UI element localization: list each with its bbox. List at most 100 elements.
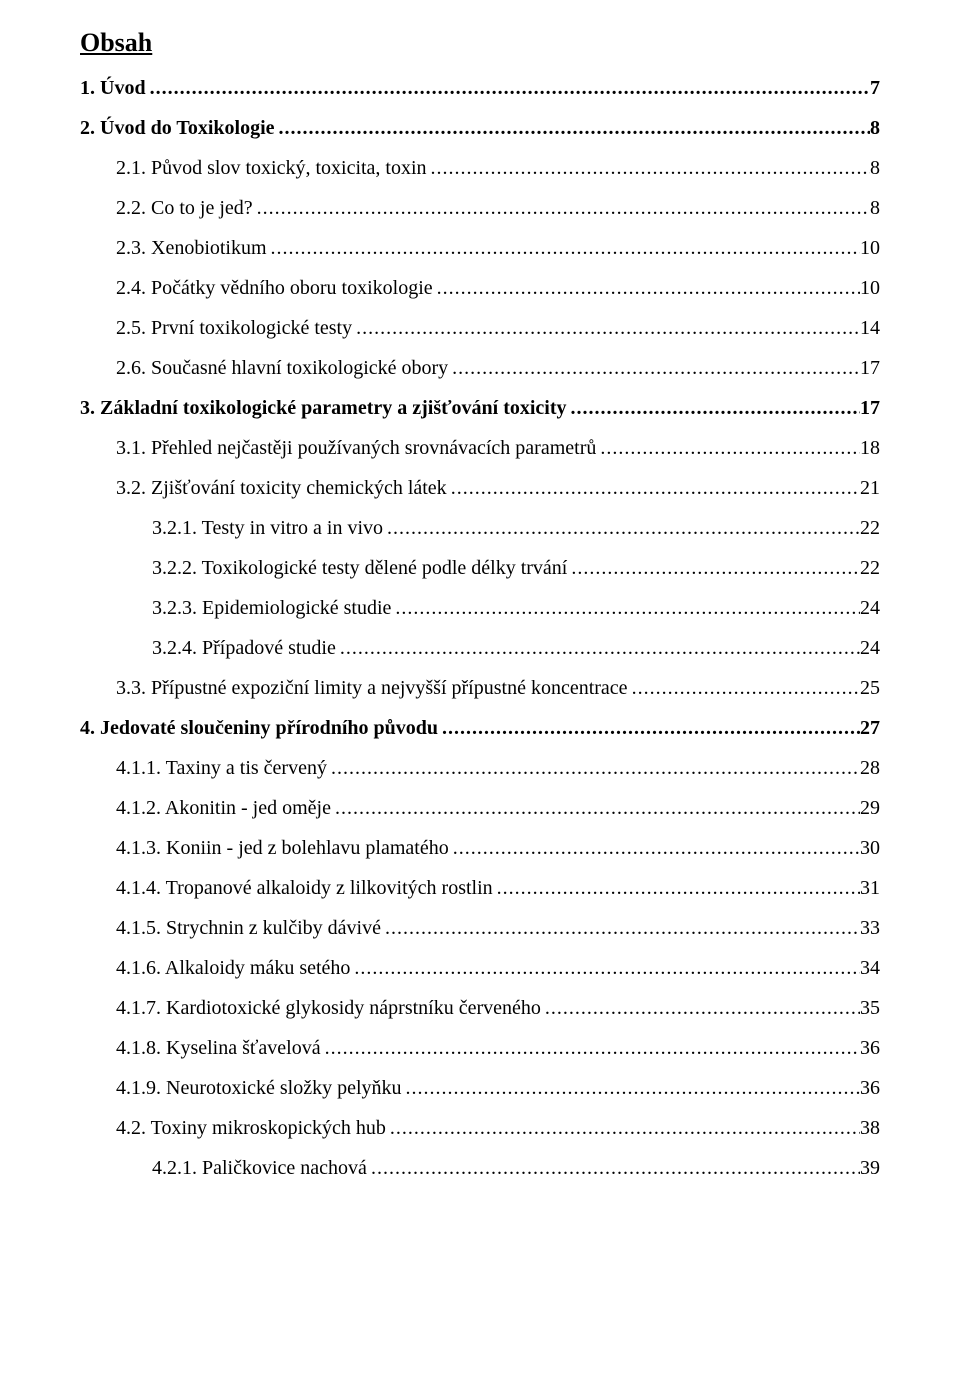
toc-entry-page: 38	[860, 1118, 880, 1138]
toc-entry-page: 21	[860, 478, 880, 498]
toc-entry: 4.2. Toxiny mikroskopických hub 38	[80, 1118, 880, 1138]
toc-entry-page: 29	[860, 798, 880, 818]
toc-entry-page: 39	[860, 1158, 880, 1178]
toc-entry-label: 1. Úvod	[80, 78, 146, 98]
toc-entry: 4.1.5. Strychnin z kulčiby dávivé 33	[80, 918, 880, 938]
toc-entry: 3.2. Zjišťování toxicity chemických láte…	[80, 478, 880, 498]
toc-entry-page: 24	[860, 638, 880, 658]
toc-entry-page: 8	[870, 158, 880, 178]
toc-entry: 4.1.2. Akonitin - jed oměje 29	[80, 798, 880, 818]
toc-entry-label: 4.1.5. Strychnin z kulčiby dávivé	[116, 918, 381, 938]
toc-leader-dots	[567, 398, 860, 418]
toc-leader-dots	[438, 718, 860, 738]
toc-leader-dots	[253, 198, 870, 218]
toc-leader-dots	[628, 678, 860, 698]
toc-entry: 2.1. Původ slov toxický, toxicita, toxin…	[80, 158, 880, 178]
toc-entry-label: 4.1.4. Tropanové alkaloidy z lilkovitých…	[116, 878, 493, 898]
toc-entry: 2.4. Počátky vědního oboru toxikologie 1…	[80, 278, 880, 298]
toc-entry-label: 4.1.3. Koniin - jed z bolehlavu plamatéh…	[116, 838, 449, 858]
toc-leader-dots	[391, 598, 860, 618]
toc-entry-page: 7	[870, 78, 880, 98]
toc-entry-label: 3.1. Přehled nejčastěji používaných srov…	[116, 438, 596, 458]
toc-leader-dots	[493, 878, 860, 898]
toc-entry: 4.1.9. Neurotoxické složky pelyňku 36	[80, 1078, 880, 1098]
toc-entry: 3. Základní toxikologické parametry a zj…	[80, 398, 880, 418]
toc-entry-label: 4.2.1. Paličkovice nachová	[152, 1158, 367, 1178]
toc-leader-dots	[275, 118, 870, 138]
page-title: Obsah	[80, 28, 880, 58]
toc-entry-page: 22	[860, 558, 880, 578]
toc-entry-label: 4.1.2. Akonitin - jed oměje	[116, 798, 331, 818]
toc-entry: 3.1. Přehled nejčastěji používaných srov…	[80, 438, 880, 458]
toc-leader-dots	[383, 518, 860, 538]
toc-leader-dots	[146, 78, 870, 98]
toc-entry-label: 3.2.3. Epidemiologické studie	[152, 598, 391, 618]
toc-entry-label: 3.2. Zjišťování toxicity chemických láte…	[116, 478, 447, 498]
toc-leader-dots	[567, 558, 860, 578]
toc-entry-label: 2.5. První toxikologické testy	[116, 318, 352, 338]
toc-entry-page: 33	[860, 918, 880, 938]
toc-leader-dots	[267, 238, 860, 258]
toc-entry-label: 2.6. Současné hlavní toxikologické obory	[116, 358, 448, 378]
toc-entry: 3.2.3. Epidemiologické studie 24	[80, 598, 880, 618]
toc-entry-label: 3.2.2. Toxikologické testy dělené podle …	[152, 558, 567, 578]
toc-leader-dots	[448, 358, 860, 378]
toc-leader-dots	[321, 1038, 860, 1058]
toc-entry-label: 4.1.1. Taxiny a tis červený	[116, 758, 327, 778]
toc-entry-label: 3.3. Přípustné expoziční limity a nejvyš…	[116, 678, 628, 698]
toc-entry-page: 17	[860, 358, 880, 378]
toc-leader-dots	[352, 318, 860, 338]
toc-entry: 3.3. Přípustné expoziční limity a nejvyš…	[80, 678, 880, 698]
toc-entry: 3.2.1. Testy in vitro a in vivo 22	[80, 518, 880, 538]
toc-entry: 4. Jedovaté sloučeniny přírodního původu…	[80, 718, 880, 738]
document-page: Obsah 1. Úvod 7 2. Úvod do Toxikologie 8 2…	[0, 0, 960, 1389]
toc-entry: 4.1.8. Kyselina šťavelová 36	[80, 1038, 880, 1058]
toc-entry-page: 36	[860, 1078, 880, 1098]
toc-entry: 4.1.7. Kardiotoxické glykosidy náprstník…	[80, 998, 880, 1018]
toc-leader-dots	[336, 638, 860, 658]
toc-leader-dots	[447, 478, 860, 498]
toc-entry-page: 36	[860, 1038, 880, 1058]
toc-entry-page: 24	[860, 598, 880, 618]
toc-entry-page: 10	[860, 278, 880, 298]
toc-entry-page: 22	[860, 518, 880, 538]
toc-entry: 2.3. Xenobiotikum 10	[80, 238, 880, 258]
toc-entry-label: 4.1.9. Neurotoxické složky pelyňku	[116, 1078, 402, 1098]
toc-entry-label: 4.2. Toxiny mikroskopických hub	[116, 1118, 386, 1138]
toc-leader-dots	[449, 838, 860, 858]
toc-leader-dots	[541, 998, 860, 1018]
toc-entry-page: 25	[860, 678, 880, 698]
toc-entry: 2.2. Co to je jed? 8	[80, 198, 880, 218]
toc-entry-page: 34	[860, 958, 880, 978]
toc-entry-page: 18	[860, 438, 880, 458]
toc-entry-page: 8	[870, 198, 880, 218]
toc-entry-label: 2.2. Co to je jed?	[116, 198, 253, 218]
toc-leader-dots	[367, 1158, 860, 1178]
toc-leader-dots	[427, 158, 870, 178]
toc-entry-label: 3.2.1. Testy in vitro a in vivo	[152, 518, 383, 538]
toc-entry-label: 4.1.8. Kyselina šťavelová	[116, 1038, 321, 1058]
toc-entry-page: 27	[860, 718, 880, 738]
toc-entry-label: 2.1. Původ slov toxický, toxicita, toxin	[116, 158, 427, 178]
toc-entry: 4.2.1. Paličkovice nachová 39	[80, 1158, 880, 1178]
table-of-contents: 1. Úvod 7 2. Úvod do Toxikologie 8 2.1. Pů…	[80, 78, 880, 1178]
toc-entry-page: 14	[860, 318, 880, 338]
toc-entry: 4.1.6. Alkaloidy máku setého 34	[80, 958, 880, 978]
toc-entry-page: 28	[860, 758, 880, 778]
toc-leader-dots	[350, 958, 860, 978]
toc-leader-dots	[381, 918, 860, 938]
toc-leader-dots	[386, 1118, 860, 1138]
toc-entry-page: 35	[860, 998, 880, 1018]
toc-entry: 3.2.4. Případové studie 24	[80, 638, 880, 658]
toc-entry-label: 2.4. Počátky vědního oboru toxikologie	[116, 278, 433, 298]
toc-leader-dots	[433, 278, 860, 298]
toc-entry: 3.2.2. Toxikologické testy dělené podle …	[80, 558, 880, 578]
toc-entry: 2.5. První toxikologické testy 14	[80, 318, 880, 338]
toc-entry-page: 31	[860, 878, 880, 898]
toc-leader-dots	[327, 758, 860, 778]
toc-entry: 2. Úvod do Toxikologie 8	[80, 118, 880, 138]
toc-leader-dots	[402, 1078, 861, 1098]
toc-entry-label: 4. Jedovaté sloučeniny přírodního původu	[80, 718, 438, 738]
toc-leader-dots	[596, 438, 860, 458]
toc-entry-label: 3. Základní toxikologické parametry a zj…	[80, 398, 567, 418]
